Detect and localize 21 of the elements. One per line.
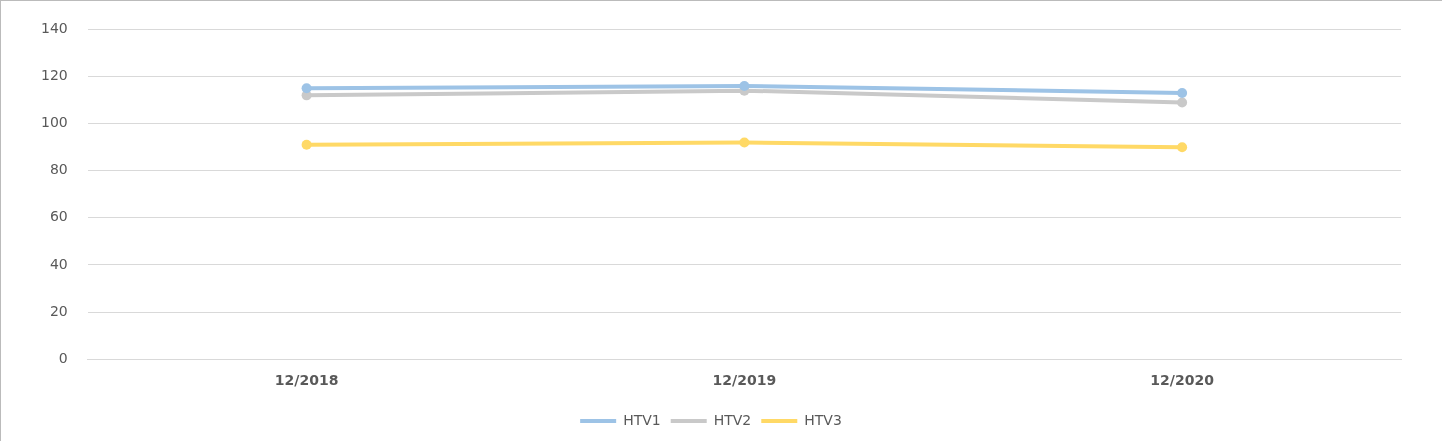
- y-tick-label: 40: [49, 255, 68, 272]
- y-tick-label: 120: [40, 67, 68, 84]
- point: [1177, 88, 1188, 98]
- point: [1177, 142, 1188, 153]
- y-tick-label: 140: [40, 20, 68, 37]
- legend-label: HTV2: [713, 411, 752, 428]
- y-tick-label: 80: [49, 161, 68, 178]
- x-tick-label: 12/2020: [1150, 372, 1215, 389]
- point: [301, 83, 312, 94]
- legend-label: HTV1: [623, 411, 661, 428]
- x-tick-label: 12/2018: [274, 372, 339, 389]
- point: [1177, 97, 1188, 108]
- legend-label: HTV3: [804, 411, 842, 428]
- x-tick-label: 12/2019: [712, 372, 777, 389]
- point: [739, 80, 750, 91]
- point: [301, 139, 312, 150]
- y-tick-label: 60: [49, 208, 68, 225]
- y-tick-label: 20: [49, 302, 68, 319]
- point: [739, 137, 750, 148]
- y-tick-label: 100: [40, 114, 68, 131]
- y-tick-label: 0: [58, 349, 68, 366]
